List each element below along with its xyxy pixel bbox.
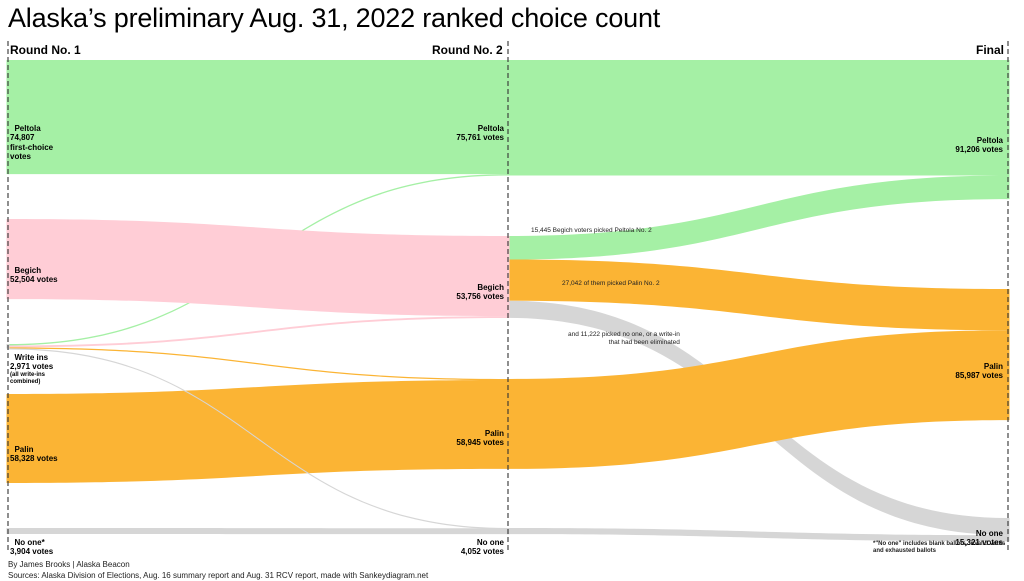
annotation-begich-to-noone: and 11,222 picked no one, or a write-in … <box>568 331 680 346</box>
label-begich-round2: Begich 53,756 votes <box>456 282 504 302</box>
flow-writein1-to-palin2 <box>8 347 508 381</box>
final-header: Final <box>976 43 1005 57</box>
sources: Sources: Alaska Division of Elections, A… <box>8 571 429 580</box>
credit: By James Brooks | Alaska Beacon <box>8 560 130 569</box>
label-peltola-round2: Peltola 75,761 votes <box>456 123 504 143</box>
flow-peltola1-to-peltola2 <box>8 60 508 175</box>
flow-palin1-to-palin2 <box>8 379 508 483</box>
round-1-header: Round No. 1 <box>10 43 81 57</box>
flow-writein1-to-begich2 <box>8 316 508 348</box>
node-palin2 <box>506 379 510 469</box>
label-peltola-final: Peltola 91,206 votes <box>955 135 1003 155</box>
round-divider-lines <box>7 41 1009 552</box>
label-palin-final: Palin 85,987 votes <box>955 361 1003 381</box>
label-noone-round1: No one* 3,904 votes <box>10 537 54 557</box>
chart-title: Alaska’s preliminary Aug. 31, 2022 ranke… <box>8 3 661 33</box>
label-palin-round2: Palin 58,945 votes <box>456 428 504 448</box>
flow-none2-to-none3 <box>508 528 1008 542</box>
round-2-header: Round No. 2 <box>432 43 503 57</box>
flow-begich2-to-palin3 <box>508 259 1008 331</box>
flow-palin2-to-palin3 <box>508 330 1008 469</box>
label-peltola-round1: Peltola 74,807 first-choice votes <box>10 123 54 162</box>
node-palin1 <box>6 394 10 483</box>
annotation-begich-to-peltola: 15,445 Begich voters picked Peltola No. … <box>531 227 652 234</box>
flow-links <box>8 60 1008 542</box>
label-noone-final: No one 15,321 votes <box>955 528 1003 548</box>
flow-writein1-to-none2 <box>8 348 508 530</box>
label-writeins-round1: Write ins 2,971 votes (all write-ins combi… <box>10 352 54 385</box>
flow-none1-to-none2 <box>8 528 508 535</box>
flow-peltola2-to-peltola3 <box>508 60 1008 176</box>
annotation-begich-to-palin: 27,042 of them picked Palin No. 2 <box>562 280 660 287</box>
flow-begich2-to-peltola3 <box>508 175 1008 260</box>
footnote: *"No one" includes blank ballots, invali… <box>873 541 1006 554</box>
label-palin-round1: Palin 58,328 votes <box>10 444 58 464</box>
label-noone-round2: No one 4,052 votes <box>460 537 504 557</box>
label-begich-round1: Begich 52,504 votes <box>10 265 58 285</box>
flow-begich1-to-begich2 <box>8 219 508 317</box>
